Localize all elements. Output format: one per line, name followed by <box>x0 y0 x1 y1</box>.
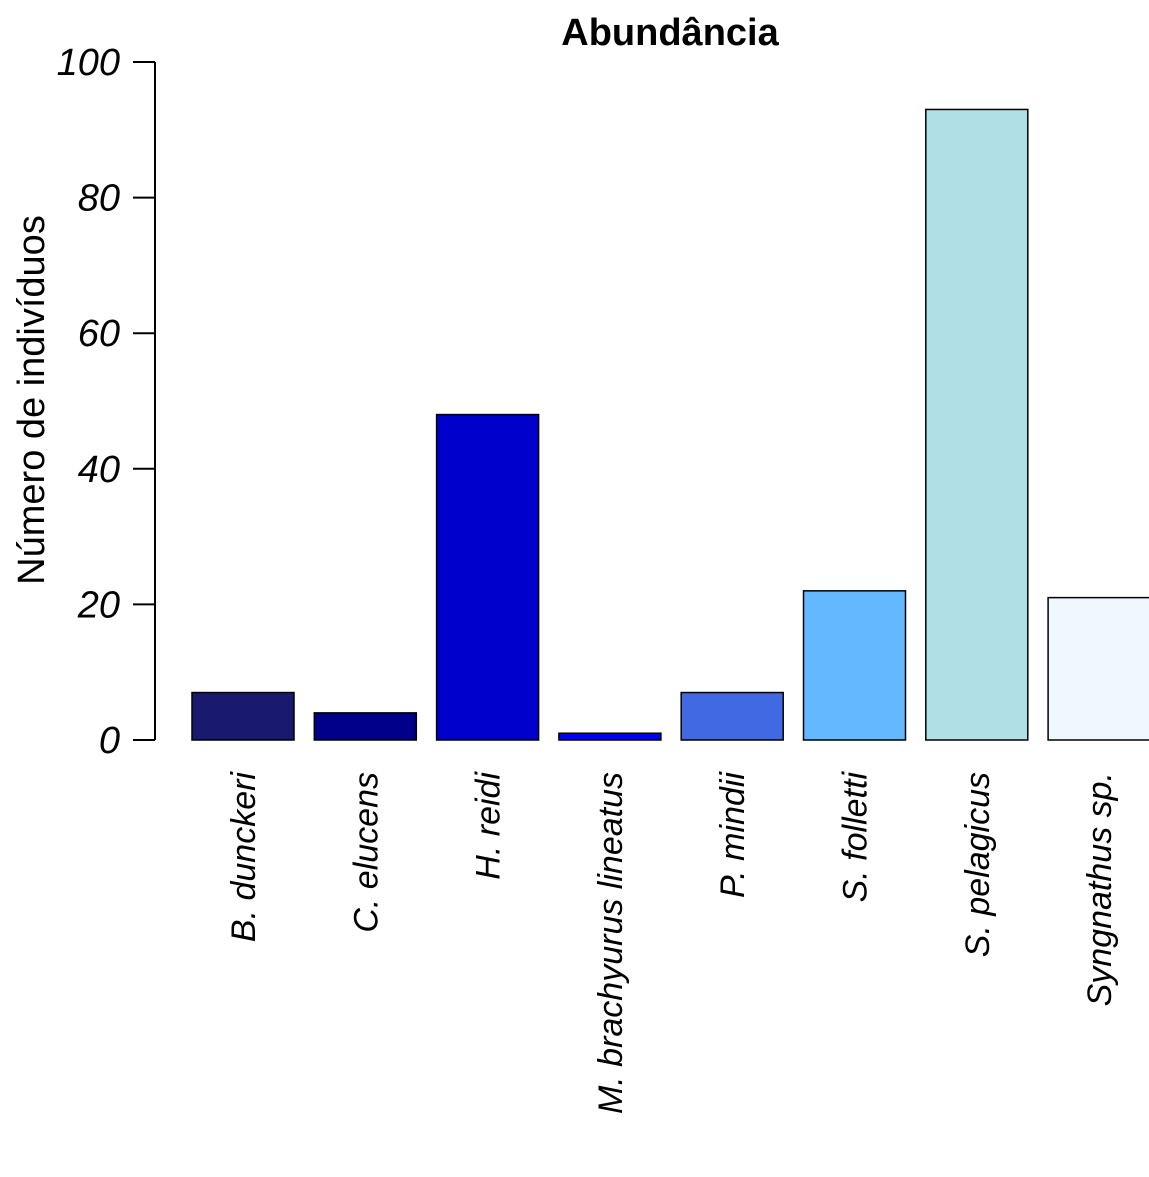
y-axis: 0 20 40 60 80 100 <box>57 42 156 762</box>
x-tick-label: S. pelagicus <box>959 772 997 957</box>
y-axis-label: Número de indivíduos <box>11 215 53 585</box>
chart-title: Abundância <box>561 12 779 54</box>
bars <box>191 108 1149 741</box>
y-tick-label: 40 <box>78 449 120 491</box>
x-tick-label: B. dunckeri <box>225 771 263 943</box>
bar <box>925 108 1029 741</box>
x-tick-label: P. mindii <box>714 771 752 898</box>
bar <box>313 712 418 741</box>
y-tick-label: 60 <box>78 313 120 355</box>
x-tick-label: C. elucens <box>347 772 385 933</box>
y-tick-label: 80 <box>78 178 120 220</box>
bar <box>191 691 295 741</box>
x-tick-label: Syngnathus sp. <box>1081 772 1119 1006</box>
x-tick-label: S. folletti <box>837 771 875 903</box>
y-tick-label: 100 <box>57 42 120 84</box>
x-axis-labels: B. dunckeri C. elucens H. reidi M. brachyur… <box>225 771 1119 1114</box>
x-tick-label: M. brachyurus lineatus <box>592 772 630 1114</box>
bar <box>680 691 784 741</box>
y-tick-label: 0 <box>99 720 120 762</box>
bar <box>802 590 907 741</box>
y-tick-label: 20 <box>77 584 120 626</box>
bar <box>1047 596 1149 741</box>
x-tick-label: H. reidi <box>470 771 508 880</box>
bar <box>558 732 662 741</box>
bar <box>435 413 540 741</box>
